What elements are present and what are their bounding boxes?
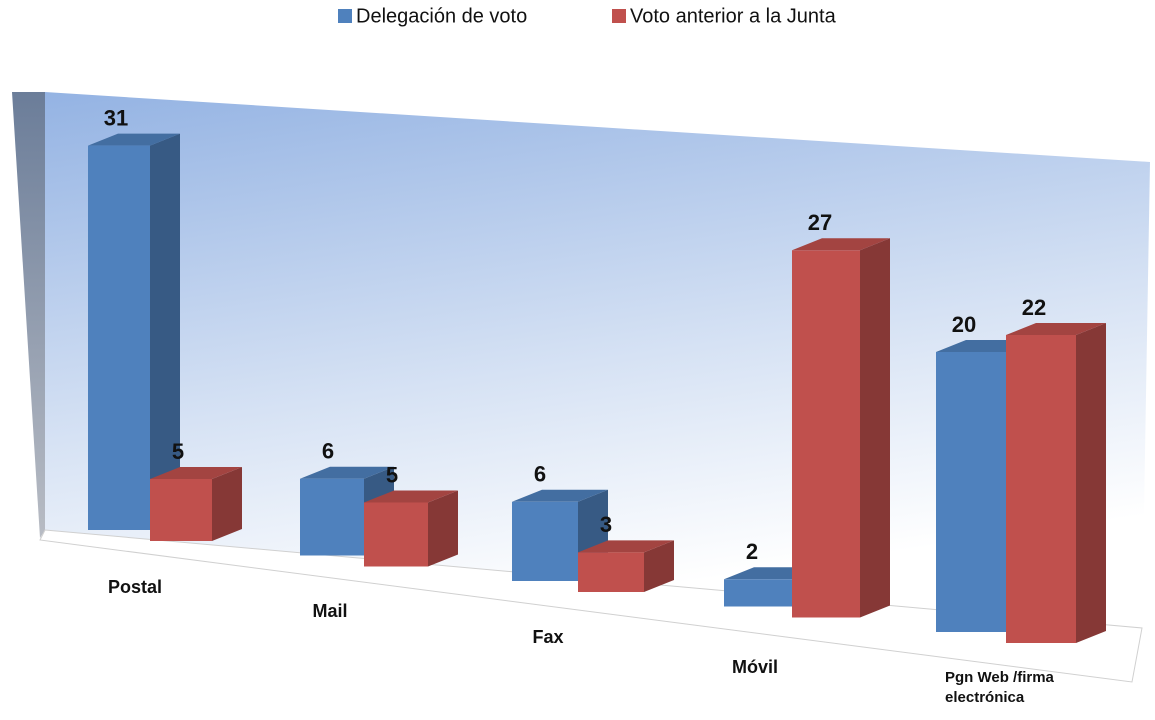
bar-top	[150, 467, 242, 479]
side-wall	[12, 92, 45, 538]
legend: Delegación de voto Voto anterior a la Jun…	[338, 5, 837, 27]
bar-side	[1076, 323, 1106, 643]
data-label: 6	[322, 439, 334, 464]
bar	[150, 479, 212, 541]
legend-swatch	[612, 9, 626, 23]
data-label: 27	[808, 210, 832, 235]
bar-side	[428, 490, 458, 567]
category-label-box: Pgn Web /firma electrónica	[945, 669, 1054, 706]
bar-side	[150, 133, 180, 530]
legend-swatch	[338, 9, 352, 23]
data-label: 22	[1022, 295, 1046, 320]
bar-top	[792, 238, 890, 251]
bar	[578, 552, 644, 592]
category-label: Postal	[108, 577, 162, 597]
category-label: Fax	[532, 627, 563, 647]
bars: 31 5 Postal 6 5 Mail 6 3 Fax 2 27 Móvil 20 22 Pgn Web …	[88, 105, 1106, 706]
bar	[1006, 335, 1076, 643]
bar-top	[300, 466, 394, 479]
bar-top	[364, 490, 458, 503]
bar	[512, 501, 578, 581]
bar	[300, 478, 364, 556]
bar-top	[512, 489, 608, 502]
data-label: 5	[172, 439, 184, 464]
data-label: 31	[104, 105, 128, 130]
bar	[724, 579, 792, 607]
bar	[936, 352, 1006, 632]
data-label: 3	[600, 512, 612, 537]
bar-top	[1006, 323, 1106, 335]
bar-side	[860, 238, 890, 618]
data-label: 5	[386, 462, 398, 487]
bar-side	[212, 467, 242, 541]
data-label: 2	[746, 539, 758, 564]
data-label: 20	[952, 312, 976, 337]
data-label: 6	[534, 462, 546, 487]
bar	[792, 250, 860, 618]
legend-label: Voto anterior a la Junta	[630, 5, 837, 27]
legend-label: Delegación de voto	[356, 5, 527, 27]
bar	[364, 502, 428, 567]
category-label: Mail	[312, 601, 347, 621]
bar-side	[644, 540, 674, 592]
bar-top	[88, 133, 180, 146]
category-label: Pgn Web /firma electrónica	[945, 669, 1054, 706]
bar	[88, 145, 150, 530]
category-label: Móvil	[732, 657, 778, 677]
bar-top	[578, 540, 674, 553]
